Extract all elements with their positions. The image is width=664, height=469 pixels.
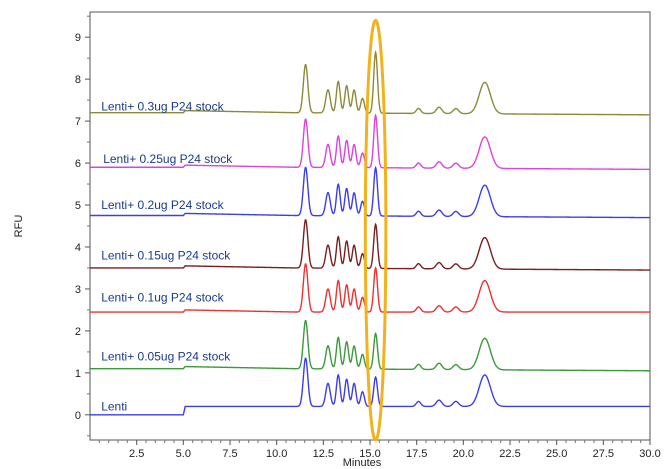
series-line-2 [90,263,650,313]
x-tick-label: 7.5 [222,448,237,460]
series-label-6: Lenti+ 0.3ug P24 stock [101,100,224,114]
x-tick-label: 10.0 [266,448,287,460]
x-tick-label: 5.0 [176,448,191,460]
y-tick-label: 9 [75,32,81,44]
series-line-4 [90,165,650,219]
series-label-3: Lenti+ 0.15ug P24 stock [101,249,231,263]
series-line-1 [90,319,650,372]
x-tick-label: 27.5 [593,448,614,460]
x-tick-label: 12.5 [313,448,334,460]
y-axis: 0 1 2 3 4 5 6 7 8 9 [75,15,90,437]
highlight-group [363,18,388,442]
y-tick-label: 5 [75,200,81,212]
x-tick-label: 15.0 [359,448,380,460]
x-tick-label: 20.0 [453,448,474,460]
y-tick-label: 2 [75,326,81,338]
series-label-0: Lenti [101,400,127,414]
y-tick-label: 1 [75,368,81,380]
y-tick-label: 3 [75,284,81,296]
x-axis: 2.5 5.0 7.5 10.0 12.5 15.0 17.5 20.0 22.5 25.0 27.… [98,440,661,460]
highlight-ellipse [363,18,388,442]
x-tick-label: 17.5 [406,448,427,460]
series-line-3 [90,219,650,271]
y-tick-label: 7 [75,116,81,128]
x-tick-label: 2.5 [129,448,144,460]
series-label-5: Lenti+ 0.25ug P24 stock [103,152,233,166]
series-line-6 [90,49,650,116]
series-label-1: Lenti+ 0.05ug P24 stock [101,349,231,363]
x-tick-label: 22.5 [499,448,520,460]
y-tick-label: 8 [75,74,81,86]
series-label-4: Lenti+ 0.2ug P24 stock [101,198,224,212]
y-tick-label: 6 [75,158,81,170]
x-tick-label: 25.0 [546,448,567,460]
legend-labels: Lenti Lenti+ 0.05ug P24 stock Lenti+ 0.1ug… [101,100,233,414]
x-tick-label: 30.0 [639,448,660,460]
y-tick-label: 4 [75,242,81,254]
series-line-5 [90,113,650,171]
x-axis-title: Minutes [343,457,382,469]
y-axis-title: RFU [13,215,25,238]
y-tick-label: 0 [75,410,81,422]
traces-group [90,49,650,416]
series-label-2: Lenti+ 0.1ug P24 stock [101,291,224,305]
